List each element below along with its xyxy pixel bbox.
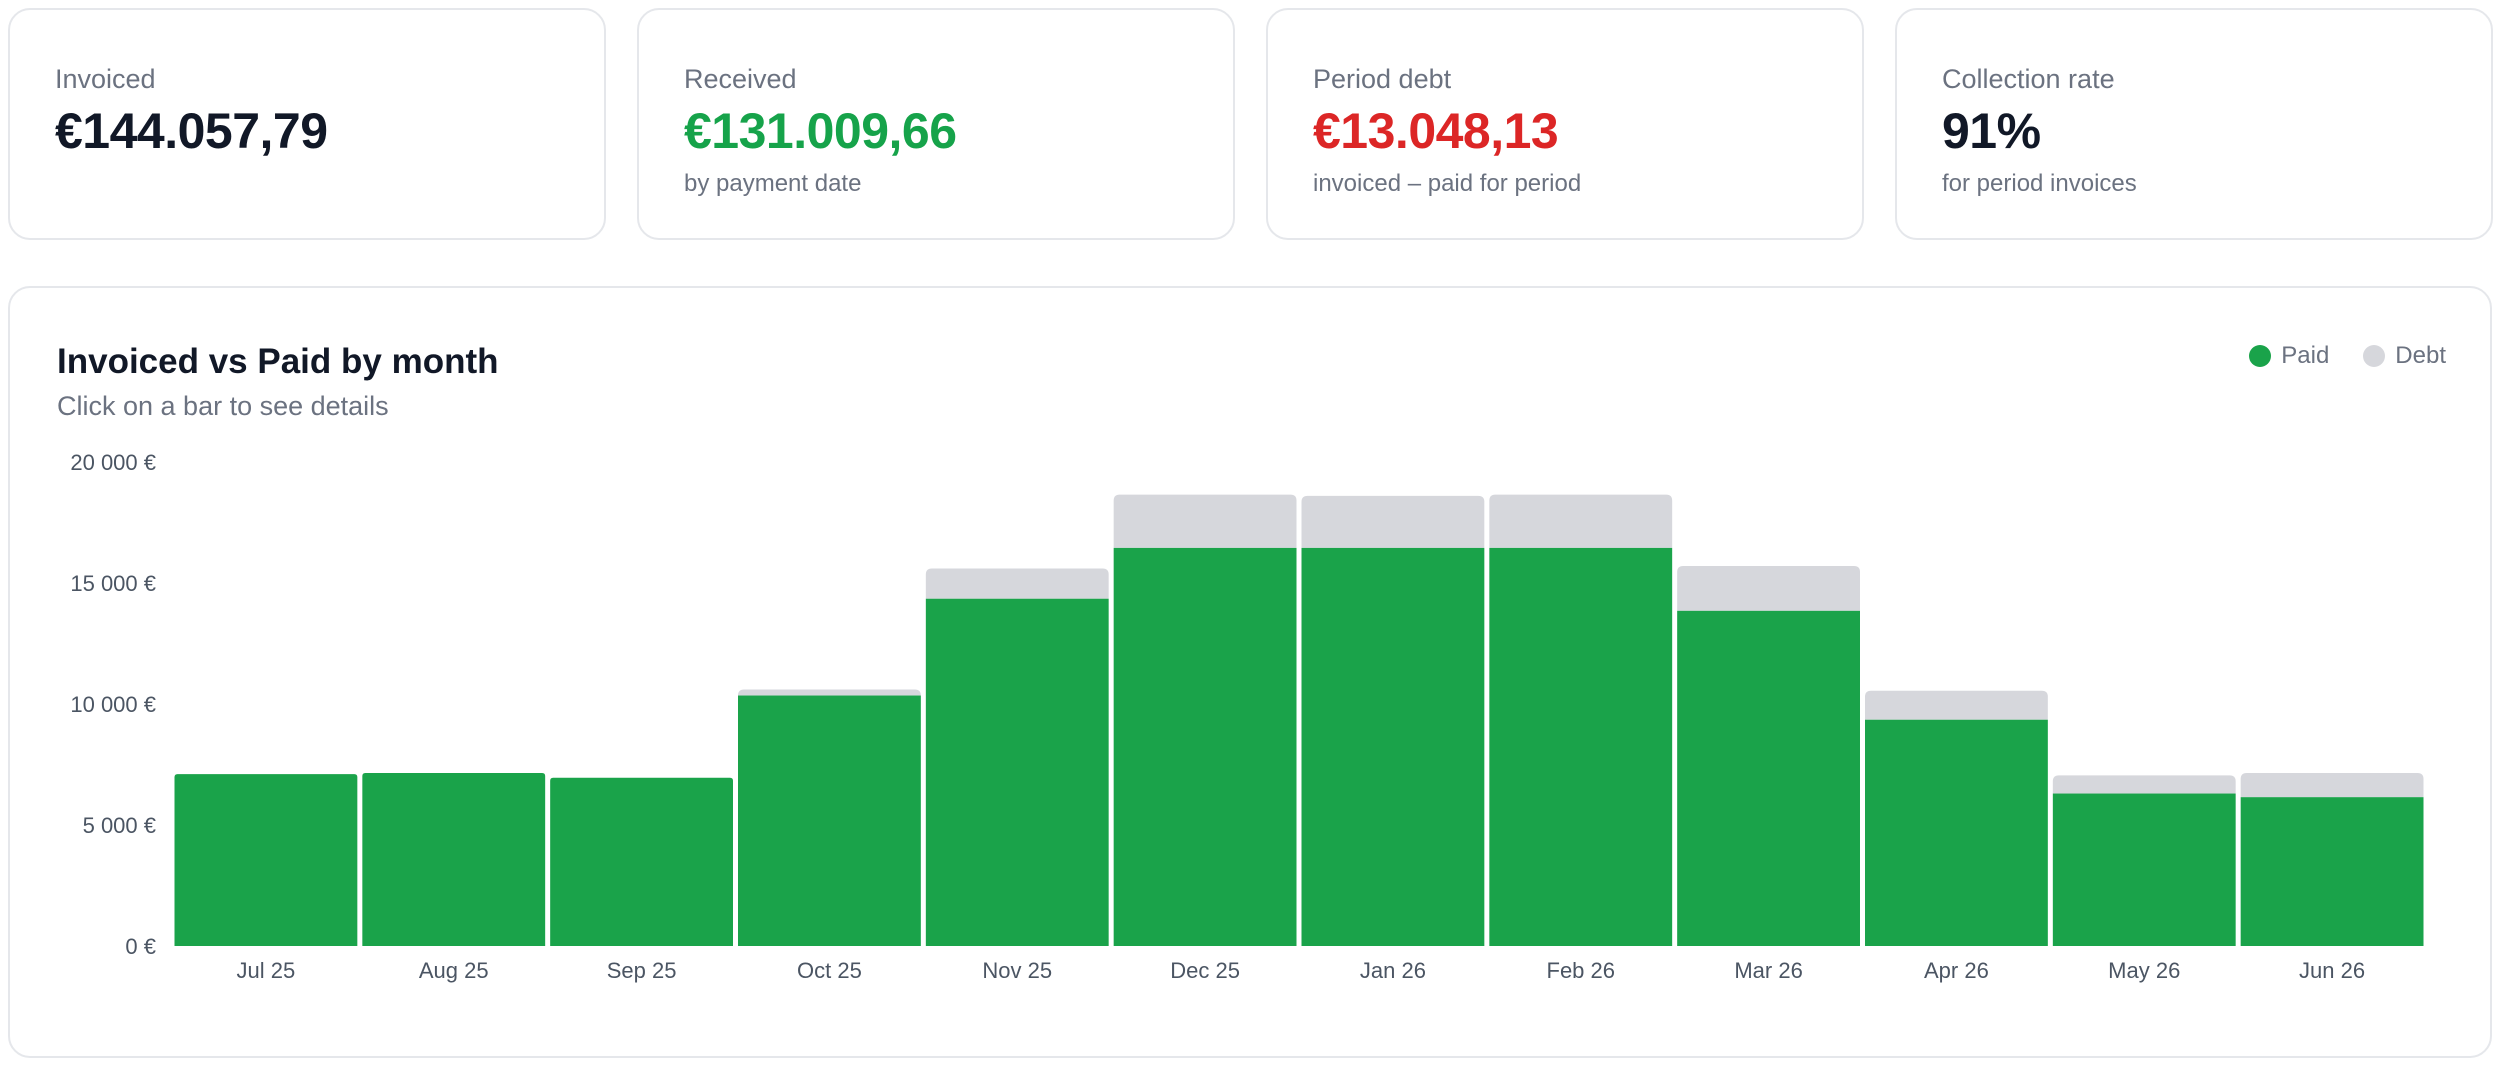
x-tick-label: Jul 25	[237, 958, 296, 983]
bar-chart: 0 € 5 000 € 10 000 € 15 000 € 20 000 € Jul 25…	[70, 450, 2424, 983]
kpi-card-period-debt: Period debt €13.048,13 invoiced – paid f…	[1266, 8, 1864, 240]
x-tick-label: Sep 25	[607, 958, 677, 983]
kpi-label: Period debt	[1313, 64, 1452, 94]
x-tick-label: Jan 26	[1360, 958, 1426, 983]
x-tick-label: Apr 26	[1924, 958, 1989, 983]
bar-paid[interactable]	[362, 772, 546, 946]
bar-debt[interactable]	[1677, 566, 1860, 611]
legend-label-paid: Paid	[2281, 342, 2330, 369]
bar-debt[interactable]	[1301, 495, 1485, 548]
bar-paid[interactable]	[174, 774, 358, 946]
kpi-sub: for period invoices	[1942, 170, 2137, 197]
chart-legend: Paid Debt	[2249, 342, 2446, 370]
chart-card: Invoiced vs Paid by month Click on a bar…	[8, 286, 2492, 1058]
bar-paid[interactable]	[1677, 610, 1860, 946]
kpi-label: Invoiced	[55, 64, 156, 94]
x-tick-label: Nov 25	[982, 958, 1052, 983]
kpi-card-invoiced: Invoiced €144.057,79	[8, 8, 606, 240]
x-tick-label: May 26	[2108, 958, 2180, 983]
bar-paid[interactable]	[1113, 547, 1297, 946]
legend-swatch-debt	[2363, 345, 2386, 367]
bar-paid[interactable]	[550, 777, 733, 946]
kpi-sub: invoiced – paid for period	[1313, 170, 1582, 197]
y-tick-label: 15 000 €	[70, 571, 156, 596]
x-tick-label: Dec 25	[1170, 958, 1240, 983]
bar-paid[interactable]	[2240, 797, 2424, 946]
x-tick-label: Jun 26	[2299, 958, 2365, 983]
bar-paid[interactable]	[1301, 547, 1485, 946]
kpi-value: €131.009,66	[684, 103, 957, 159]
y-tick-label: 5 000 €	[83, 813, 156, 838]
bar-debt[interactable]	[925, 568, 1109, 599]
kpi-label: Received	[684, 64, 797, 94]
kpi-value: €13.048,13	[1313, 103, 1559, 159]
legend-swatch-paid	[2249, 345, 2272, 367]
kpi-label: Collection rate	[1942, 64, 2115, 94]
y-tick-label: 20 000 €	[70, 450, 156, 475]
bar-debt[interactable]	[2052, 775, 2236, 794]
x-tick-label: Aug 25	[419, 958, 489, 983]
kpi-sub: by payment date	[684, 170, 862, 197]
chart-subtitle: Click on a bar to see details	[57, 391, 389, 421]
bar-paid[interactable]	[2052, 793, 2236, 946]
kpi-value: €144.057,79	[55, 103, 328, 159]
legend-item-debt[interactable]: Debt	[2363, 342, 2446, 370]
bar-paid[interactable]	[738, 695, 921, 946]
chart-title: Invoiced vs Paid by month	[57, 342, 499, 381]
x-tick-label: Oct 25	[797, 958, 862, 983]
bar-paid[interactable]	[925, 598, 1109, 946]
bar-debt[interactable]	[1489, 494, 1673, 548]
bar-debt[interactable]	[2240, 772, 2424, 798]
bar-debt[interactable]	[1865, 690, 2048, 720]
kpi-value: 91%	[1942, 103, 2041, 159]
bar-paid[interactable]	[1865, 719, 2048, 946]
kpi-card-collection-rate: Collection rate 91% for period invoices	[1895, 8, 2493, 240]
legend-label-debt: Debt	[2395, 342, 2446, 369]
y-tick-label: 0 €	[125, 934, 156, 959]
bar-paid[interactable]	[1489, 547, 1673, 946]
kpi-card-received: Received €131.009,66 by payment date	[637, 8, 1235, 240]
y-tick-label: 10 000 €	[70, 692, 156, 717]
legend-item-paid[interactable]: Paid	[2249, 342, 2329, 370]
bar-debt[interactable]	[1113, 494, 1297, 548]
x-tick-label: Feb 26	[1547, 958, 1616, 983]
x-tick-label: Mar 26	[1734, 958, 1802, 983]
bar-debt[interactable]	[738, 689, 921, 696]
